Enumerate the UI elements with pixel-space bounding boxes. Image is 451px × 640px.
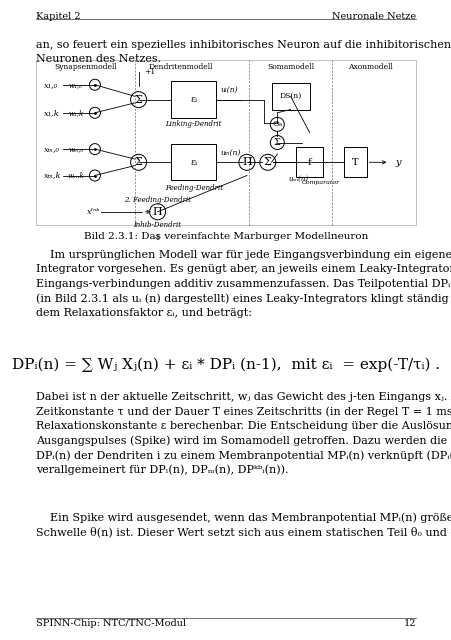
Text: wₘ,k: wₘ,k xyxy=(67,172,84,179)
Text: Dendritenmodell: Dendritenmodell xyxy=(148,63,212,71)
Text: Axonmodell: Axonmodell xyxy=(347,63,392,71)
Text: xₘ,₀: xₘ,₀ xyxy=(43,145,60,153)
Circle shape xyxy=(89,108,100,118)
Text: w₁,k: w₁,k xyxy=(68,109,83,116)
Text: y: y xyxy=(394,158,400,167)
Bar xyxy=(296,147,322,177)
Text: Σ: Σ xyxy=(134,157,142,167)
Circle shape xyxy=(270,117,284,131)
Text: an, so feuert ein spezielles inhibitorisches Neuron auf die inhibitorischen Dend: an, so feuert ein spezielles inhibitoris… xyxy=(36,40,451,64)
Text: Inhib-Dendrit: Inhib-Dendrit xyxy=(133,221,181,229)
Text: DS(n): DS(n) xyxy=(279,92,301,100)
Text: DPᵢ(n) = ∑ Wⱼ Xⱼ(n) + εᵢ * DPᵢ (n-1),  mit εᵢ  = exp(-T/τᵢ) .: DPᵢ(n) = ∑ Wⱼ Xⱼ(n) + εᵢ * DPᵢ (n-1), mi… xyxy=(12,358,439,372)
Text: Neuronale Netze: Neuronale Netze xyxy=(331,12,415,21)
Bar xyxy=(170,144,216,180)
Text: Σ: Σ xyxy=(134,95,142,104)
Text: uₘᵢ(n): uₘᵢ(n) xyxy=(288,175,308,183)
Circle shape xyxy=(130,92,146,108)
Text: Θₐ: Θₐ xyxy=(272,120,282,129)
Text: xᴵⁿᵇ: xᴵⁿᵇ xyxy=(87,208,101,216)
Text: uₘ(n): uₘ(n) xyxy=(220,148,240,156)
Text: Kapitel 2: Kapitel 2 xyxy=(36,12,80,21)
Text: Σ: Σ xyxy=(273,138,280,147)
Text: uₗ(n): uₗ(n) xyxy=(220,86,237,93)
Circle shape xyxy=(130,154,146,170)
Text: Bild 2.3.1: Das vereinfachte Marburger Modellneuron: Bild 2.3.1: Das vereinfachte Marburger M… xyxy=(83,232,368,241)
Text: Π: Π xyxy=(241,157,251,167)
Bar xyxy=(170,81,216,118)
Text: Im ursprünglichen Modell war für jede Eingangsverbindung ein eigener Leaky-
Inte: Im ursprünglichen Modell war für jede Ei… xyxy=(36,250,451,317)
Text: 2. Feeding-Dendrit: 2. Feeding-Dendrit xyxy=(124,196,191,204)
Text: 12: 12 xyxy=(403,619,415,628)
Circle shape xyxy=(89,143,100,155)
Text: wₘ,₀: wₘ,₀ xyxy=(68,145,83,153)
Text: Dabei ist n der aktuelle Zeitschritt, wⱼ das Gewicht des j-ten Eingangs xⱼ. Aus : Dabei ist n der aktuelle Zeitschritt, wⱼ… xyxy=(36,392,451,476)
Text: x₁,k: x₁,k xyxy=(43,109,60,116)
Circle shape xyxy=(89,170,100,181)
Text: Ein Spike wird ausgesendet, wenn das Membranpotential MPᵢ(n) größer als die
Schw: Ein Spike wird ausgesendet, wenn das Mem… xyxy=(36,512,451,538)
Text: T: T xyxy=(351,158,358,167)
Text: Linking-Dendrit: Linking-Dendrit xyxy=(165,120,221,127)
Circle shape xyxy=(239,154,254,170)
Text: w₁,₀: w₁,₀ xyxy=(69,81,83,89)
Bar xyxy=(343,147,366,177)
Text: SPINN-Chip: NTC/TNC-Modul: SPINN-Chip: NTC/TNC-Modul xyxy=(36,619,186,628)
Bar xyxy=(36,60,415,225)
Text: Π: Π xyxy=(152,207,162,217)
Text: Somamodell: Somamodell xyxy=(267,63,313,71)
Bar xyxy=(271,83,309,109)
Circle shape xyxy=(149,204,165,220)
Text: f: f xyxy=(307,158,311,167)
Text: Feeding-Dendrit: Feeding-Dendrit xyxy=(164,184,222,192)
Circle shape xyxy=(259,154,275,170)
Text: Synapsenmodell: Synapsenmodell xyxy=(54,63,116,71)
Text: -1: -1 xyxy=(153,234,161,242)
Circle shape xyxy=(89,79,100,90)
Text: x₁,₀: x₁,₀ xyxy=(43,81,58,89)
Text: Σ: Σ xyxy=(263,157,271,167)
Circle shape xyxy=(270,136,284,150)
Text: Comparator: Comparator xyxy=(301,180,339,184)
Text: +1: +1 xyxy=(144,68,155,76)
Text: xₘ,k: xₘ,k xyxy=(43,172,61,179)
Text: εᵢ: εᵢ xyxy=(190,95,197,104)
Text: εᵢ: εᵢ xyxy=(190,158,197,167)
